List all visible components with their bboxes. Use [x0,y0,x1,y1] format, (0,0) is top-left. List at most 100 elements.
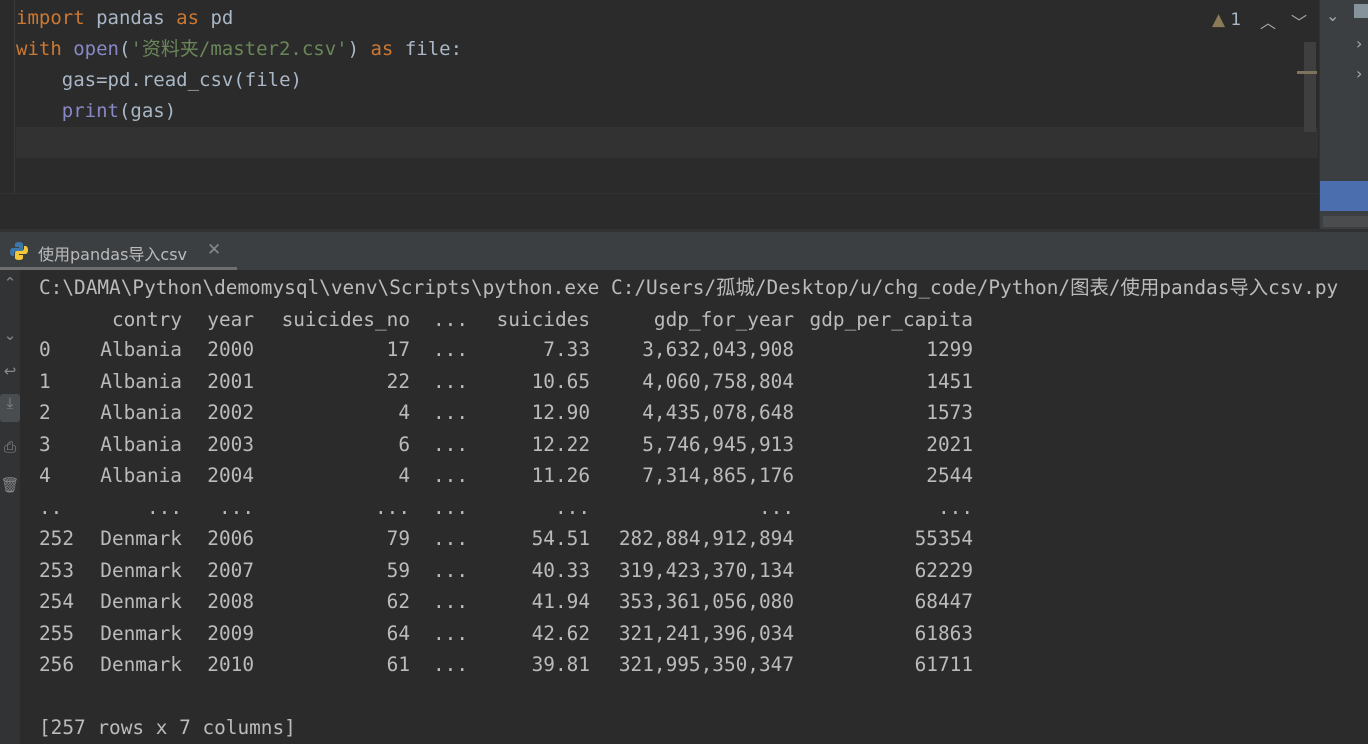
run-tab-label: 使用pandas导入csv [38,245,188,264]
folder-icon [1354,4,1368,18]
table-cell: ... [432,464,468,487]
table-cell: ... [374,495,410,519]
table-cell: 2001 [207,369,254,393]
down-arrow-icon[interactable]: ⌄ [3,326,17,344]
table-cell: 55354 [914,527,973,550]
code-token [62,38,73,60]
chevron-right-icon[interactable]: › [1356,64,1363,83]
table-cell: ... [432,621,468,645]
table-cell: Albania [100,401,182,424]
soft-wrap-icon[interactable]: ↩ [3,362,17,380]
table-cell: 2008 [207,590,254,613]
table-cell: 0 [39,338,51,361]
code-line[interactable]: gas=pd.read_csv(file) [16,65,302,96]
table-cell: 1573 [926,401,973,424]
table-cell: 59 [386,558,410,582]
code-token: with [16,38,62,60]
code-token: (gas) [118,100,177,122]
run-console[interactable]: ⌃ ⌄ ↩ ⤓ ⎙ 🗑 C:\DAMA\Python\demomysql\ven… [0,270,1368,744]
table-cell: 254 [39,590,75,613]
table-cell: ... [554,495,590,519]
editor-scrollbar[interactable] [1304,42,1316,132]
code-line[interactable]: import pandas as pd [16,3,233,34]
code-token: ) [347,38,371,60]
table-cell: 10.65 [531,369,590,393]
previous-highlight-icon[interactable]: ︿ [1260,13,1277,32]
table-cell: .. [39,495,63,519]
code-line[interactable]: print(gas) [16,96,176,127]
table-cell: 12.22 [531,432,590,456]
table-cell: 1 [39,369,51,393]
project-panel: ⌄ › › [1319,0,1368,230]
code-token [16,100,62,122]
table-cell: 252 [39,527,75,550]
warning-icon: ▲ [1212,10,1226,30]
chevron-right-icon[interactable]: › [1356,34,1363,53]
table-cell: 42.62 [531,621,590,645]
table-cell: 64 [386,621,410,645]
table-cell: ... [937,495,973,519]
table-cell: 6 [398,432,410,456]
table-cell: 1451 [926,369,973,393]
code-token: open [73,38,119,60]
table-cell: 255 [39,621,75,645]
trash-icon[interactable]: 🗑 [0,476,20,494]
table-cell: ... [432,401,468,424]
table-cell: 62229 [914,558,973,582]
warning-indicator[interactable]: ▲ 1 [1212,10,1242,30]
table-cell: 40.33 [531,558,590,582]
table-cell: 4,435,078,648 [642,401,794,424]
table-cell: 5,746,945,913 [642,432,794,456]
table-cell: 4,060,758,804 [642,369,794,393]
command-line: C:\DAMA\Python\demomysql\venv\Scripts\py… [39,276,1339,299]
table-cell: 22 [386,369,410,393]
dataframe-summary: [257 rows x 7 columns] [39,716,296,739]
horizontal-scrollbar[interactable] [1323,216,1368,227]
code-token: file: [393,38,463,60]
table-cell: ... [432,369,468,393]
column-header: ... [432,308,468,331]
selected-tree-item[interactable] [1320,181,1368,211]
table-cell: 17 [386,338,410,361]
table-cell: 282,884,912,894 [618,527,794,550]
table-cell: 68447 [914,590,973,613]
table-cell: 39.81 [531,653,590,676]
table-cell: ... [432,338,468,361]
code-token: pd [199,7,234,29]
table-cell: 2 [39,401,51,424]
current-line-highlight [16,127,1318,158]
code-token: print [61,100,119,122]
table-cell: 54.51 [531,527,590,550]
column-header: year [207,308,254,331]
print-icon[interactable]: ⎙ [3,438,16,456]
editor-gutter [0,0,15,193]
up-arrow-icon[interactable]: ⌃ [3,274,17,292]
table-cell: ... [758,495,794,519]
table-cell: Denmark [100,590,182,613]
column-header: gdp_for_year [653,308,794,331]
code-token: as [176,7,200,29]
table-cell: ... [432,527,468,550]
panel-divider[interactable] [0,229,1368,232]
table-cell: ... [432,495,468,519]
run-tab[interactable]: 使用pandas导入csv ✕ [0,232,237,270]
editor-bottom-area [0,193,1318,231]
table-cell: 2000 [207,338,254,361]
code-line[interactable]: with open('资料夹/master2.csv') as file: [16,34,462,65]
table-cell: 2009 [207,621,254,645]
table-cell: 41.94 [531,590,590,613]
table-cell: 61 [386,653,410,676]
next-highlight-icon[interactable]: ﹀ [1291,13,1308,32]
table-cell: Denmark [100,527,182,550]
code-token: '资料夹/master2.csv' [130,38,348,60]
code-editor[interactable]: import pandas as pd with open('资料夹/master… [0,0,1318,193]
warning-marker[interactable] [1297,71,1317,74]
close-icon[interactable]: ✕ [207,240,222,260]
table-cell: 1299 [926,338,973,361]
chevron-down-icon[interactable]: ⌄ [1326,6,1340,25]
table-cell: 7.33 [543,338,590,361]
scroll-to-end-icon[interactable]: ⤓ [0,394,20,422]
table-cell: 4 [398,401,410,424]
code-token: pandas [84,7,177,29]
table-cell: 3,632,043,908 [642,338,794,361]
